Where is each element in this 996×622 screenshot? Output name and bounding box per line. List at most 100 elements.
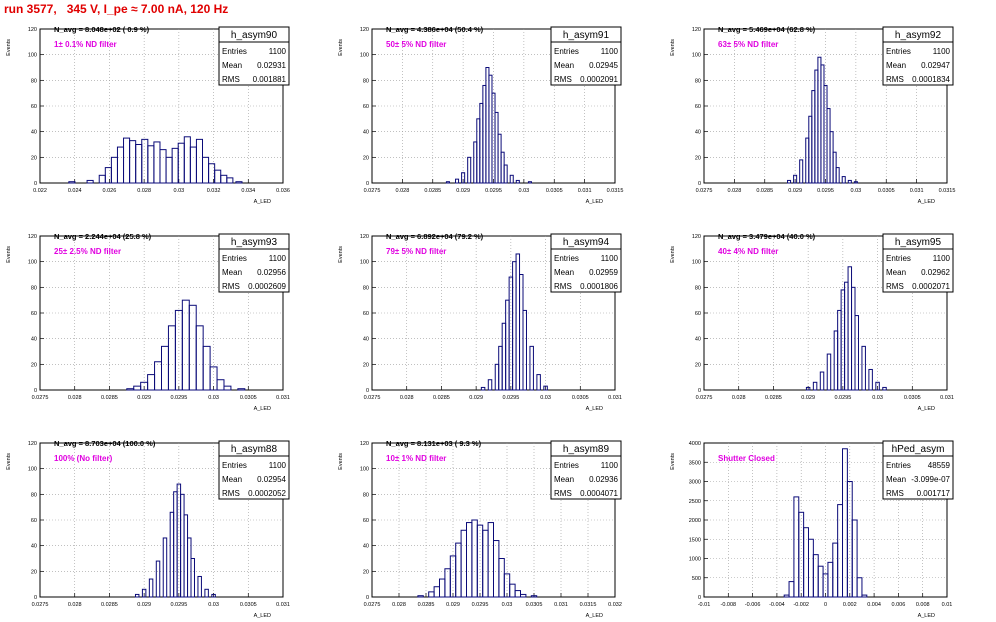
x-tick-label: 0.0305 xyxy=(904,395,921,401)
histogram-bar xyxy=(487,379,493,391)
y-tick-label: 20 xyxy=(695,362,701,368)
y-tick-label: 60 xyxy=(31,311,37,317)
y-tick-label: 20 xyxy=(695,155,701,161)
x-tick-label: 0.028 xyxy=(68,395,82,401)
x-tick-label: 0.0295 xyxy=(817,188,834,194)
y-tick-label: 120 xyxy=(28,234,37,240)
y-tick-label: 80 xyxy=(363,492,369,498)
y-tick-label: 80 xyxy=(31,492,37,498)
y-tick-label: 20 xyxy=(363,155,369,161)
y-axis-title: Events xyxy=(338,39,344,56)
histogram-bar xyxy=(445,181,450,184)
y-tick-label: 80 xyxy=(695,285,701,291)
x-tick-label: 0.004 xyxy=(867,602,881,608)
histogram-name: h_asym93 xyxy=(231,237,278,248)
y-tick-label: 60 xyxy=(31,518,37,524)
histogram-bar xyxy=(68,181,76,184)
y-tick-label: 100 xyxy=(692,53,701,59)
stat-mean-label: Mean xyxy=(222,475,242,484)
histogram-bar xyxy=(417,595,424,598)
x-axis-title: A_LED xyxy=(586,406,603,412)
y-tick-label: 100 xyxy=(28,467,37,473)
x-tick-label: 0.01 xyxy=(942,602,953,608)
histogram-bar xyxy=(854,315,859,391)
histogram-bar xyxy=(155,560,161,598)
x-tick-label: 0.0285 xyxy=(756,188,773,194)
x-axis-title: A_LED xyxy=(254,406,271,412)
x-tick-label: 0.03 xyxy=(208,395,219,401)
stat-mean-value: 0.02931 xyxy=(257,61,286,70)
stat-rms-label: RMS xyxy=(222,75,240,84)
x-tick-label: 0.028 xyxy=(400,395,414,401)
y-tick-label: 500 xyxy=(692,576,701,582)
y-axis-title: Events xyxy=(670,246,676,263)
histogram-bar xyxy=(805,386,811,391)
y-tick-label: 0 xyxy=(366,595,369,601)
y-tick-label: 100 xyxy=(692,260,701,266)
x-axis-title: A_LED xyxy=(918,613,935,619)
y-axis-title: Events xyxy=(6,246,12,263)
navg-label: N_avg = 6.892e+04 (79.2 %) xyxy=(386,232,484,241)
filter-label: 25± 2.5% ND filter xyxy=(54,247,121,256)
histogram-bar xyxy=(190,558,195,598)
stats-box xyxy=(218,26,290,86)
stat-rms-label: RMS xyxy=(554,282,572,291)
x-tick-label: 0.029 xyxy=(137,602,151,608)
stat-rms-label: RMS xyxy=(554,489,572,498)
x-tick-label: 0.031 xyxy=(554,602,568,608)
stats-box xyxy=(882,26,954,86)
x-tick-label: 0.028 xyxy=(727,188,741,194)
stats-box xyxy=(218,233,290,293)
x-tick-label: 0.006 xyxy=(892,602,906,608)
y-tick-label: 80 xyxy=(31,285,37,291)
x-tick-label: 0.029 xyxy=(801,395,815,401)
x-tick-label: 0.03 xyxy=(851,188,862,194)
x-tick-label: 0.0315 xyxy=(939,188,956,194)
histogram-bar xyxy=(543,385,548,391)
x-tick-label: 0.0295 xyxy=(834,395,851,401)
stat-rms-value: 0.0002052 xyxy=(248,489,286,498)
x-tick-label: 0.028 xyxy=(732,395,746,401)
stat-mean-label: Mean xyxy=(554,61,574,70)
filter-label: 10± 1% ND filter xyxy=(386,454,446,463)
histogram-name: h_asym92 xyxy=(895,30,942,41)
stat-entries-value: 1100 xyxy=(601,461,619,470)
stat-mean-label: Mean xyxy=(222,268,242,277)
x-tick-label: 0.0295 xyxy=(485,188,502,194)
histogram-bar xyxy=(812,381,818,391)
y-tick-label: 100 xyxy=(28,260,37,266)
navg-label: N_avg = 8.131e+03 ( 9.3 %) xyxy=(386,439,482,448)
y-tick-label: 100 xyxy=(360,260,369,266)
y-tick-label: 0 xyxy=(34,181,37,187)
navg-label: N_avg = 8.703e+04 (100.0 %) xyxy=(54,439,156,448)
y-axis-title: Events xyxy=(670,453,676,470)
filter-label: 79± 5% ND filter xyxy=(386,247,446,256)
histogram-bar xyxy=(868,368,873,391)
stat-entries-label: Entries xyxy=(886,254,911,263)
histogram-panel-h_asym95: 0.0275 0.028 0.0285 0.029 0.0295 0.03 0.0305 0.… xyxy=(670,232,954,412)
histogram-bar xyxy=(799,159,804,184)
stat-mean-label: Mean xyxy=(886,475,906,484)
x-tick-label: 0.0305 xyxy=(240,602,257,608)
x-tick-label: -0.006 xyxy=(745,602,761,608)
stat-rms-value: 0.0002091 xyxy=(580,75,618,84)
x-tick-label: 0.0315 xyxy=(580,602,597,608)
stat-mean-value: 0.02962 xyxy=(921,268,950,277)
x-tick-label: 0.0285 xyxy=(101,602,118,608)
x-axis-title: A_LED xyxy=(586,613,603,619)
stat-rms-label: RMS xyxy=(886,282,904,291)
y-tick-label: 120 xyxy=(360,234,369,240)
histogram-panel-h_asym89: 0.0275 0.028 0.0285 0.029 0.0295 0.03 0.0305 0.… xyxy=(338,439,622,619)
x-tick-label: 0.029 xyxy=(469,395,483,401)
histogram-bar xyxy=(529,345,534,391)
x-tick-label: 0.0275 xyxy=(364,602,381,608)
y-tick-label: 20 xyxy=(363,362,369,368)
histogram-bar xyxy=(197,575,202,598)
x-tick-label: 0.0305 xyxy=(526,602,543,608)
y-tick-label: 3500 xyxy=(689,460,701,466)
histogram-bar xyxy=(861,345,866,391)
x-tick-label: 0.032 xyxy=(608,602,622,608)
histogram-bar xyxy=(819,371,825,391)
stat-mean-value: 0.02936 xyxy=(589,475,618,484)
x-tick-label: 0.03 xyxy=(519,188,530,194)
